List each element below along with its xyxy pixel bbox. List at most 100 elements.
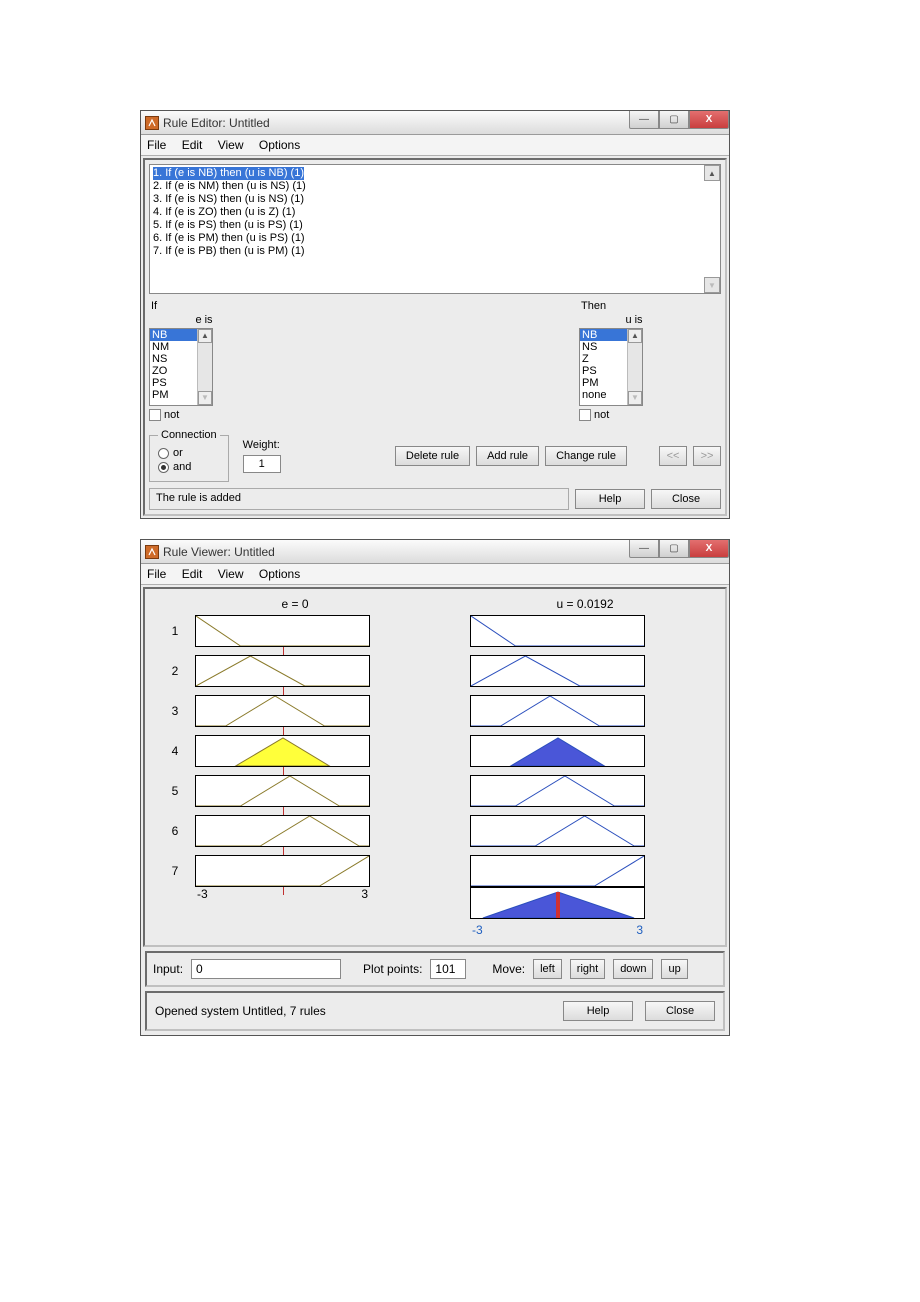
menu-edit[interactable]: Edit: [182, 138, 203, 152]
rule-viewer-window: Rule Viewer: Untitled — ▢ X File Edit Vi…: [140, 539, 730, 1036]
weight-input[interactable]: 1: [243, 455, 281, 473]
delete-rule-button[interactable]: Delete rule: [395, 446, 470, 466]
mf-plot: [470, 735, 645, 767]
mf-plot: [195, 815, 370, 847]
input-plots-column: [195, 615, 370, 887]
rule-item[interactable]: 5. If (e is PS) then (u is PS) (1): [153, 219, 717, 232]
mf-plot: [195, 775, 370, 807]
and-label: and: [173, 461, 191, 473]
not-checkbox[interactable]: [149, 409, 161, 421]
mf-plot: [470, 615, 645, 647]
mf-plot: [470, 695, 645, 727]
axis-max: 3: [636, 923, 643, 937]
if-listbox[interactable]: NB NM NS ZO PS PM ▲▼: [149, 328, 213, 406]
menu-file[interactable]: File: [147, 567, 166, 581]
input-label: Input:: [153, 962, 183, 976]
menu-file[interactable]: File: [147, 138, 166, 152]
viewer-controls: Input: 0 Plot points: 101 Move: left rig…: [145, 951, 725, 987]
move-label: Move:: [492, 962, 525, 976]
connection-legend: Connection: [158, 429, 220, 441]
row-numbers: 1 2 3 4 5 6 7: [155, 615, 195, 887]
rule-item[interactable]: 4. If (e is ZO) then (u is Z) (1): [153, 206, 717, 219]
plotpoints-field[interactable]: 101: [430, 959, 466, 979]
editor-status: The rule is added: [149, 488, 569, 510]
row-number: 3: [172, 695, 179, 727]
mf-plot: [195, 735, 370, 767]
scroll-down-icon[interactable]: ▼: [628, 391, 642, 405]
scroll-up-icon[interactable]: ▲: [704, 165, 720, 181]
or-radio[interactable]: [158, 448, 169, 459]
menu-edit[interactable]: Edit: [182, 567, 203, 581]
mf-plot: [470, 855, 645, 887]
viewer-titlebar[interactable]: Rule Viewer: Untitled — ▢ X: [141, 540, 729, 564]
close-button[interactable]: X: [689, 540, 729, 558]
output-header: u = 0.0192: [445, 597, 725, 611]
rule-item[interactable]: 7. If (e is PB) then (u is PM) (1): [153, 245, 717, 258]
mf-plot: [470, 775, 645, 807]
input-field[interactable]: 0: [191, 959, 341, 979]
mf-plot: [195, 655, 370, 687]
menu-options[interactable]: Options: [259, 567, 300, 581]
prev-rule-button[interactable]: <<: [659, 446, 687, 466]
if-var-label: e is: [149, 314, 259, 328]
minimize-button[interactable]: —: [629, 540, 659, 558]
then-var-label: u is: [579, 314, 689, 328]
rules-listbox[interactable]: 1. If (e is NB) then (u is NB) (1) 2. If…: [149, 164, 721, 294]
rule-editor-window: Rule Editor: Untitled — ▢ X File Edit Vi…: [140, 110, 730, 519]
and-radio[interactable]: [158, 462, 169, 473]
mf-plot: [195, 695, 370, 727]
then-label: Then: [579, 298, 689, 314]
add-rule-button[interactable]: Add rule: [476, 446, 539, 466]
axis-min: -3: [197, 887, 208, 937]
input-header: e = 0: [145, 597, 445, 611]
close-editor-button[interactable]: Close: [651, 489, 721, 509]
then-listbox[interactable]: NB NS Z PS PM none ▲▼: [579, 328, 643, 406]
row-number: 5: [172, 775, 179, 807]
app-icon: [145, 545, 159, 559]
scroll-up-icon[interactable]: ▲: [628, 329, 642, 343]
next-rule-button[interactable]: >>: [693, 446, 721, 466]
menu-view[interactable]: View: [218, 567, 244, 581]
editor-titlebar[interactable]: Rule Editor: Untitled — ▢ X: [141, 111, 729, 135]
row-number: 7: [172, 855, 179, 887]
output-plots-column: [470, 615, 645, 887]
maximize-button[interactable]: ▢: [659, 111, 689, 129]
scroll-up-icon[interactable]: ▲: [198, 329, 212, 343]
move-left-button[interactable]: left: [533, 959, 562, 979]
row-number: 6: [172, 815, 179, 847]
help-button[interactable]: Help: [575, 489, 645, 509]
move-right-button[interactable]: right: [570, 959, 605, 979]
minimize-button[interactable]: —: [629, 111, 659, 129]
rule-item[interactable]: 1. If (e is NB) then (u is NB) (1): [153, 167, 304, 180]
weight-label: Weight:: [243, 439, 281, 451]
viewer-menubar: File Edit View Options: [141, 564, 729, 585]
row-number: 2: [172, 655, 179, 687]
then-panel: Then u is NB NS Z PS PM none ▲▼ not: [579, 298, 689, 421]
row-number: 1: [172, 615, 179, 647]
axis-max: 3: [361, 887, 368, 937]
rule-item[interactable]: 2. If (e is NM) then (u is NS) (1): [153, 180, 717, 193]
menu-options[interactable]: Options: [259, 138, 300, 152]
help-button[interactable]: Help: [563, 1001, 633, 1021]
change-rule-button[interactable]: Change rule: [545, 446, 627, 466]
editor-client: 1. If (e is NB) then (u is NB) (1) 2. If…: [143, 158, 727, 516]
aggregate-plot: [470, 887, 645, 919]
rule-item[interactable]: 6. If (e is PM) then (u is PS) (1): [153, 232, 717, 245]
not-checkbox[interactable]: [579, 409, 591, 421]
mf-plot: [470, 655, 645, 687]
row-number: 4: [172, 735, 179, 767]
close-viewer-button[interactable]: Close: [645, 1001, 715, 1021]
scroll-down-icon[interactable]: ▼: [704, 277, 720, 293]
editor-menubar: File Edit View Options: [141, 135, 729, 156]
mf-plot: [195, 615, 370, 647]
mf-plot: [470, 815, 645, 847]
maximize-button[interactable]: ▢: [659, 540, 689, 558]
close-button[interactable]: X: [689, 111, 729, 129]
scroll-down-icon[interactable]: ▼: [198, 391, 212, 405]
rule-item[interactable]: 3. If (e is NS) then (u is NS) (1): [153, 193, 717, 206]
viewer-client: e = 0 u = 0.0192 1 2 3 4 5 6 7 -3 3 -3 3: [143, 587, 727, 947]
axis-min: -3: [472, 923, 483, 937]
move-up-button[interactable]: up: [661, 959, 687, 979]
move-down-button[interactable]: down: [613, 959, 653, 979]
menu-view[interactable]: View: [218, 138, 244, 152]
